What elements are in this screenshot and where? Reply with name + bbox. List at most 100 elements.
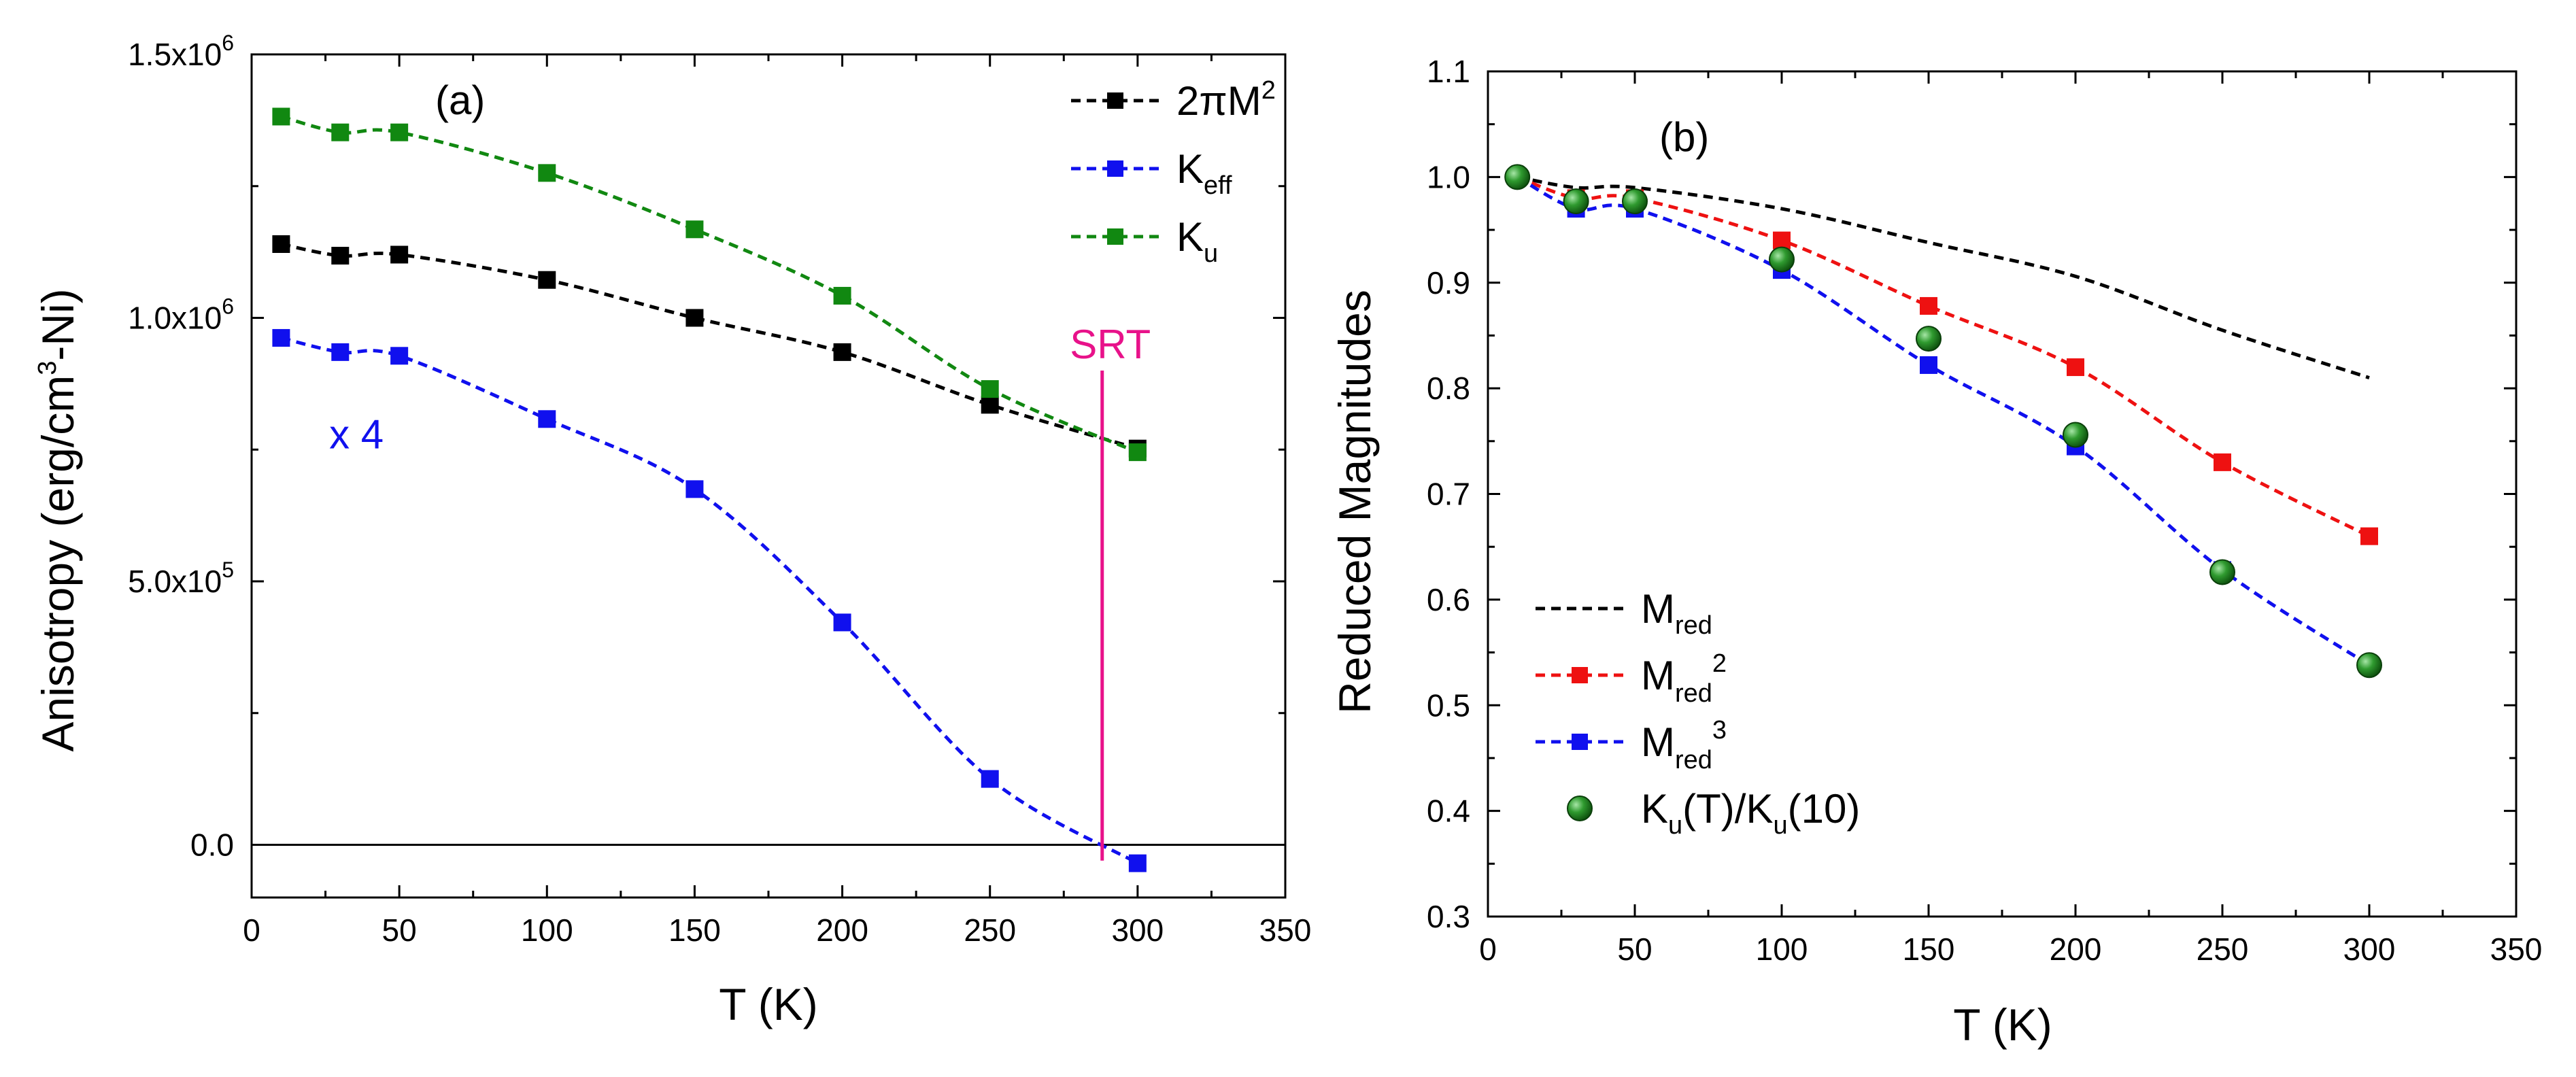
y-title-text: Anisotropy (erg/cm (33, 375, 83, 752)
x-tick-label: 300 (2343, 931, 2396, 967)
data-point (331, 123, 350, 141)
series-keff (272, 328, 1147, 872)
x-tick-label: 200 (2050, 931, 2102, 967)
y-tick-exponent: 6 (222, 294, 234, 319)
legend-marker (1572, 734, 1588, 750)
data-point (390, 123, 409, 141)
y-title-superscript: 3 (33, 361, 62, 375)
y-title-suffix: -Ni) (33, 288, 83, 360)
data-point (981, 380, 999, 398)
data-point (685, 309, 704, 327)
x-tick-label: 350 (1259, 912, 1312, 948)
panel-a-y-axis-title: Anisotropy (erg/cm3-Ni) (33, 288, 83, 751)
y-tick-exponent: 5 (222, 558, 234, 582)
legend-item: Keff (1071, 146, 1232, 200)
x-tick-label: 150 (1903, 931, 1955, 967)
legend-text-part: K (1641, 786, 1668, 832)
series-ku (272, 107, 1147, 462)
x-tick-label: 150 (668, 912, 721, 948)
panel-b-x-axis-title: T (K) (1953, 999, 2052, 1050)
y-tick-label: 0.6 (1427, 582, 1470, 617)
data-point (1504, 164, 1531, 190)
legend-item: Mred (1536, 586, 1712, 640)
legend-text-part: M (1641, 586, 1675, 632)
data-point (331, 343, 350, 361)
legend-label: Mred (1641, 586, 1712, 640)
data-point (1563, 188, 1589, 215)
data-point (2067, 358, 2084, 377)
legend-superscript: 2 (1261, 76, 1276, 105)
data-point (981, 396, 999, 414)
y-tick-base: 1.0x10 (128, 301, 222, 336)
y-tick-label: 0.3 (1427, 899, 1470, 934)
legend-label: Keff (1176, 146, 1232, 200)
y-tick-exponent: 6 (222, 31, 234, 55)
series-line (280, 115, 1138, 454)
legend-marker (1107, 228, 1123, 245)
panel-a-series (252, 107, 1285, 872)
legend-superscript: 2 (1712, 649, 1727, 678)
data-point (331, 247, 350, 265)
data-point (2063, 422, 2088, 448)
data-point (538, 164, 556, 182)
y-tick-label: 1.0 (1427, 159, 1470, 194)
legend-subscript: eff (1204, 171, 1232, 200)
x-tick-label: 350 (2490, 931, 2543, 967)
data-point (1920, 356, 1937, 374)
x-tick-label: 50 (1617, 931, 1652, 967)
legend-subscript: u (1773, 811, 1787, 840)
scale-factor-label: x 4 (329, 411, 384, 457)
series-ku-t-ku-10- (1504, 164, 2382, 679)
data-point (1128, 854, 1147, 872)
series-line (280, 242, 1138, 451)
data-point (272, 107, 290, 126)
y-tick-label: 0.5 (1427, 687, 1470, 723)
data-point (981, 770, 999, 788)
data-point (272, 235, 290, 253)
legend-item: Mred2 (1536, 649, 1727, 708)
x-tick-label: 300 (1111, 912, 1164, 948)
legend-text-part: K (1176, 214, 1204, 260)
data-point (2209, 559, 2235, 585)
data-point (1128, 443, 1147, 462)
legend-subscript: red (1675, 746, 1712, 774)
data-point (685, 220, 704, 239)
data-point (685, 480, 704, 498)
legend-text-part: (T)/K (1682, 786, 1773, 832)
legend-text-part: 2πM (1176, 78, 1261, 124)
series-mred (1516, 175, 2370, 379)
panel-b-series (1504, 164, 2382, 679)
data-point (538, 271, 556, 289)
y-tick-label: 0.8 (1427, 371, 1470, 406)
panel-a-label: (a) (435, 78, 485, 123)
legend-marker (1107, 160, 1123, 177)
legend-superscript: 3 (1712, 716, 1727, 745)
x-tick-label: 100 (521, 912, 573, 948)
y-tick-label: 5.0x105 (128, 558, 234, 599)
legend-marker (1572, 667, 1588, 683)
panel-b-axes: 0 50 100 150 200 250 300 350 0.3 0.4 0.5 0.6 0.7 0.8 0… (1427, 54, 2542, 967)
legend-text-part: (10) (1788, 786, 1861, 832)
legend-marker (1567, 796, 1593, 821)
legend-item: Ku (1071, 214, 1218, 268)
series-line (1516, 175, 2371, 538)
legend-marker (1107, 92, 1123, 109)
legend-label: 2πM2 (1176, 76, 1276, 124)
legend-label: Mred2 (1641, 649, 1727, 708)
y-tick-label: 1.0x106 (128, 294, 234, 336)
data-point (2356, 652, 2382, 679)
panel-a-x-axis-title: T (K) (719, 979, 817, 1029)
series-line (1516, 175, 2370, 379)
legend-subscript: u (1204, 239, 1218, 268)
y-tick-label: 0.9 (1427, 265, 1470, 301)
legend-subscript: red (1675, 611, 1712, 640)
y-tick-base: 5.0x10 (128, 564, 222, 599)
legend-label: Mred3 (1641, 716, 1727, 774)
series-2-m2 (272, 235, 1147, 458)
legend-item: Mred3 (1536, 716, 1727, 774)
y-tick-base: 0.0 (190, 827, 234, 863)
legend-text-part: M (1641, 719, 1675, 765)
panel-a-axes: 0 50 100 150 200 250 300 3500.05.0x1051.0x1061.… (128, 31, 1311, 948)
